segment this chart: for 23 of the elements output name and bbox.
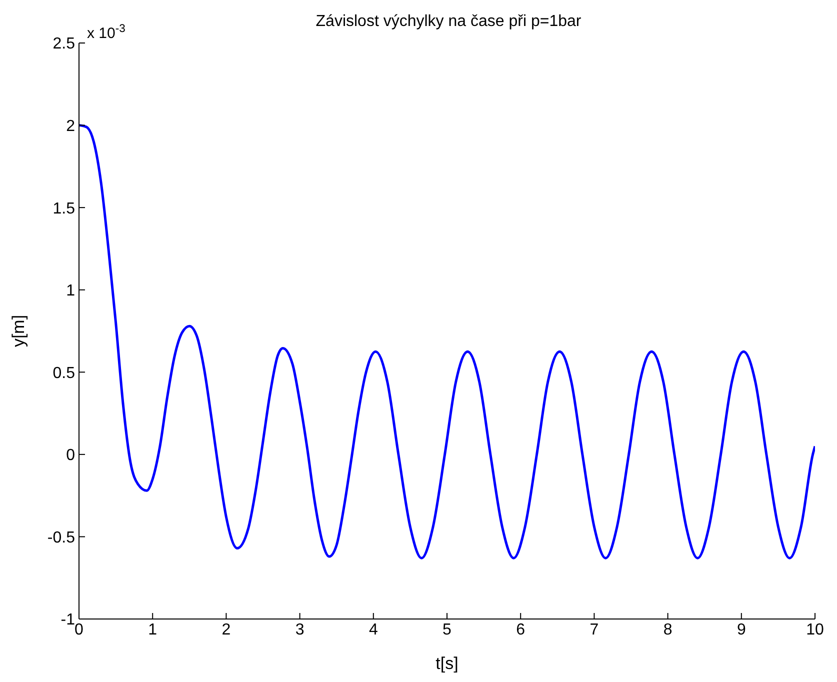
- y-tick-label: 1: [66, 282, 76, 300]
- y-tick-label: -0.5: [47, 529, 76, 546]
- y-tick-label: 2.5: [52, 36, 76, 53]
- chart-title: Závislost výchylky na čase při p=1bar: [316, 13, 582, 30]
- x-tick-label: 9: [736, 621, 746, 638]
- x-tick-label: 8: [663, 621, 672, 638]
- y-tick-label: 0.5: [52, 364, 76, 382]
- x-tick-label: 5: [442, 621, 452, 638]
- x-tick-label: 4: [368, 621, 378, 638]
- x-axis-title: t[s]: [436, 654, 458, 673]
- text: x 10$^{-3}$: [87, 23, 126, 42]
- y-tick-label: 2: [66, 118, 76, 135]
- y-tick-label: 0: [66, 447, 76, 464]
- x-tick-label: 6: [516, 621, 526, 638]
- x-tick-label: 1: [148, 621, 158, 638]
- x-tick-label: 10: [806, 621, 824, 638]
- line-series: [79, 124, 815, 560]
- y-tick-label: -1: [60, 612, 76, 629]
- y-tick-label: 1.5: [52, 200, 76, 218]
- x-tick-label: 2: [222, 621, 231, 638]
- y-axis-title: y[m]: [9, 314, 28, 348]
- x-tick-label: 3: [295, 621, 304, 638]
- x-tick-label: 7: [590, 621, 599, 638]
